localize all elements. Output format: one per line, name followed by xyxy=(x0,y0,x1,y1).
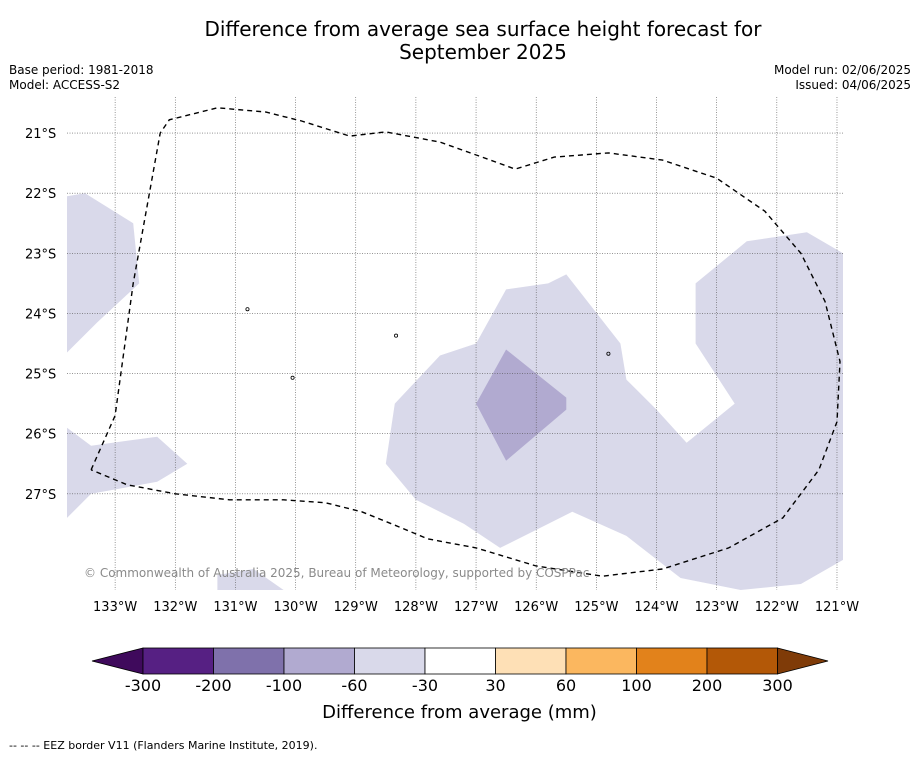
eez-legend-text: -- -- -- EEZ border V11 (Flanders Marine… xyxy=(9,739,318,752)
colorbar-tick-label: -100 xyxy=(265,676,303,695)
lat-tick-label: 25°S xyxy=(25,368,56,383)
colorbar-segment-9 xyxy=(706,647,778,675)
lat-tick-label: 23°S xyxy=(25,247,56,262)
colorbar-segment-3 xyxy=(283,647,355,675)
colorbar-segment-7 xyxy=(565,647,637,675)
colorbar-tick-label: 300 xyxy=(762,676,793,695)
lon-tick-label: 130°W xyxy=(274,600,318,615)
colorbar-extend-low xyxy=(91,647,144,675)
colorbar-tick-label: -200 xyxy=(195,676,232,695)
model-run-text: Model run: 02/06/2025 xyxy=(773,63,911,77)
anomaly-region-3 xyxy=(385,232,843,591)
lon-tick-label: 131°W xyxy=(213,600,257,615)
lon-tick-label: 133°W xyxy=(93,600,137,615)
colorbar-extend-high xyxy=(777,647,829,675)
lon-tick-label: 127°W xyxy=(454,600,498,615)
copyright-text: © Commonwealth of Australia 2025, Bureau… xyxy=(84,566,589,580)
lon-tick-label: 122°W xyxy=(755,600,799,615)
colorbar-tick-label: -300 xyxy=(124,676,162,695)
lon-tick-label: 126°W xyxy=(514,600,558,615)
anomaly-region-5 xyxy=(217,569,284,590)
chart-title-line2: September 2025 xyxy=(399,40,567,64)
lon-tick-label: 124°W xyxy=(634,600,678,615)
base-period-text: Base period: 1981-2018 xyxy=(9,63,154,77)
island-1 xyxy=(245,307,250,312)
lon-tick-label: 121°W xyxy=(815,600,859,615)
colorbar-tick-label: -60 xyxy=(341,676,368,695)
colorbar-tick-label: -30 xyxy=(411,676,439,695)
lat-tick-label: 21°S xyxy=(25,127,56,142)
colorbar-segment-1 xyxy=(142,647,214,675)
model-info: Base period: 1981-2018 Model: ACCESS-S2 xyxy=(9,63,154,93)
colorbar-segment-8 xyxy=(636,647,708,675)
colorbar-segment-4 xyxy=(354,647,426,675)
lon-tick-label: 129°W xyxy=(334,600,378,615)
island-3 xyxy=(606,351,611,356)
model-text: Model: ACCESS-S2 xyxy=(9,78,121,92)
colorbar-tick-label: 30 xyxy=(485,676,506,695)
lat-tick-label: 24°S xyxy=(25,307,56,322)
chart-title-line1: Difference from average sea surface heig… xyxy=(204,17,762,41)
colorbar-tick-label: 60 xyxy=(555,676,577,695)
issued-text: Issued: 04/06/2025 xyxy=(795,78,911,92)
lon-tick-label: 125°W xyxy=(574,600,618,615)
anomaly-region-2 xyxy=(67,427,188,518)
chart-title: Difference from average sea surface heig… xyxy=(0,18,919,64)
anomaly-region-4 xyxy=(476,349,567,461)
island-2 xyxy=(394,333,399,338)
lon-tick-label: 123°W xyxy=(695,600,739,615)
lat-tick-label: 22°S xyxy=(25,187,56,202)
colorbar-tick-label: 200 xyxy=(691,676,723,695)
lon-tick-label: 128°W xyxy=(394,600,438,615)
lat-tick-label: 27°S xyxy=(25,488,56,503)
colorbar-segment-5 xyxy=(424,647,496,675)
lat-tick-label: 26°S xyxy=(25,428,56,443)
eez-border-line xyxy=(90,107,841,577)
lon-tick-label: 132°W xyxy=(153,600,197,615)
run-info: Model run: 02/06/2025 Issued: 04/06/2025 xyxy=(774,63,911,93)
colorbar-tick-label: 100 xyxy=(621,676,652,695)
anomaly-region-1 xyxy=(67,193,140,353)
colorbar-segment-2 xyxy=(213,647,285,675)
island-4 xyxy=(290,375,295,380)
colorbar-label: Difference from average (mm) xyxy=(322,702,597,723)
colorbar-segment-6 xyxy=(495,647,567,675)
